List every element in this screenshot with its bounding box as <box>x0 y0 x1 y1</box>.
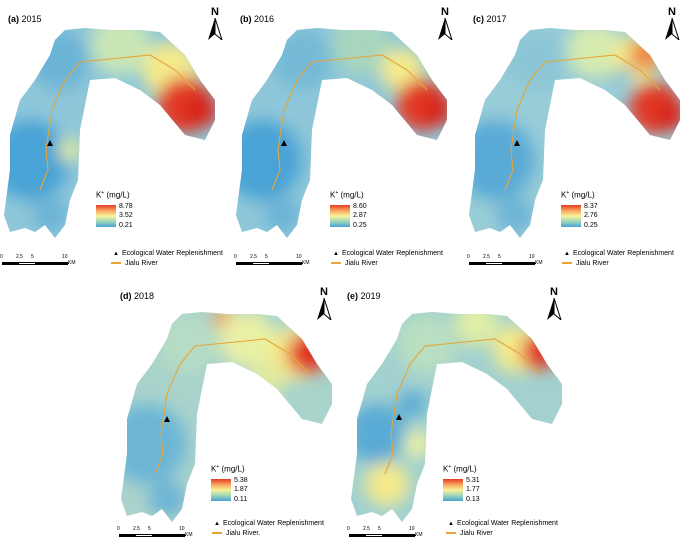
panel-title: (e) 2019 <box>347 291 381 301</box>
k-concentration-map <box>121 312 332 522</box>
legend: K+ (mg/L) 5.38 1.87 0.11 <box>211 464 248 503</box>
replenishment-marker-icon <box>281 140 287 146</box>
panel-title: (a) 2015 <box>8 14 42 24</box>
triangle-icon: ▲ <box>333 251 339 257</box>
river-line-icon <box>111 262 121 264</box>
legend: K+ (mg/L) 8.37 2.76 0.25 <box>561 190 598 229</box>
map-key: ▲ Ecological Water Replenishment Jialu Ri… <box>330 250 460 272</box>
panel-title: (c) 2017 <box>473 14 507 24</box>
north-arrow-icon: N <box>661 6 683 42</box>
scale-bar: 0 2.5 5 10 KM <box>234 254 310 266</box>
north-arrow-icon: N <box>543 286 565 322</box>
replenishment-marker-icon <box>47 140 53 146</box>
map-panel-2015: (a) 2015 N K+ (mg/L) 8.78 3.52 0.21 <box>0 0 228 267</box>
map-key: ▲ Ecological Water Replenishment Jialu Ri… <box>561 250 685 272</box>
scale-bar: 0 2.5 5 10 KM <box>117 526 193 538</box>
river-line-icon <box>446 532 456 534</box>
north-arrow-icon: N <box>434 6 456 42</box>
river-line-icon <box>331 262 341 264</box>
k-concentration-map <box>4 28 215 238</box>
legend: K+ (mg/L) 5.31 1.77 0.13 <box>443 464 480 503</box>
color-ramp <box>561 205 581 227</box>
color-ramp <box>211 479 231 501</box>
panel-title: (d) 2018 <box>120 291 155 301</box>
triangle-icon: ▲ <box>214 521 220 527</box>
river-line-icon <box>212 532 222 534</box>
color-ramp <box>96 205 116 227</box>
map-panel-2019: (e) 2019 N K+ (mg/L) 5.31 1.77 0. <box>345 276 573 538</box>
river-line-icon <box>562 262 572 264</box>
triangle-icon: ▲ <box>113 251 119 257</box>
jialu-river-line <box>39 54 196 191</box>
jialu-river-line <box>504 54 661 191</box>
map-panel-2016: (b) 2016 N K+ (mg/L) 8.60 2.87 0.25 0 2.5… <box>232 0 460 267</box>
map-panel-2018: (d) 2018 N K+ (mg/L) 5.38 1.87 0. <box>115 276 343 538</box>
triangle-icon: ▲ <box>564 251 570 257</box>
north-arrow-icon: N <box>204 6 226 42</box>
k-concentration-map <box>469 28 680 238</box>
legend: K+ (mg/L) 8.78 3.52 0.21 <box>96 190 133 229</box>
map-panel-2017: (c) 2017 N K+ (mg/L) 8.37 2.76 0. <box>465 0 685 267</box>
jialu-river-line <box>154 338 311 475</box>
scale-bar: 0 2.5 5 10 KM <box>347 526 423 538</box>
color-ramp <box>443 479 463 501</box>
scale-bar: 0 2.5 5 10 KM <box>0 254 76 266</box>
replenishment-marker-icon <box>514 140 520 146</box>
color-ramp <box>330 205 350 227</box>
map-key: ▲ Ecological Water Replenishment Jialu Ri… <box>445 520 575 542</box>
map-key: ▲ Ecological Water Replenishment Jialu Ri… <box>110 250 240 272</box>
k-concentration-map <box>236 28 447 238</box>
triangle-icon: ▲ <box>448 521 454 527</box>
panel-title: (b) 2016 <box>240 14 275 24</box>
replenishment-marker-icon <box>396 414 402 420</box>
jialu-river-line <box>271 54 428 191</box>
replenishment-marker-icon <box>164 416 170 422</box>
jialu-river-line <box>384 338 541 475</box>
north-arrow-icon: N <box>313 286 335 322</box>
legend: K+ (mg/L) 8.60 2.87 0.25 <box>330 190 367 229</box>
map-key: ▲ Ecological Water Replenishment Jialu Ri… <box>211 520 341 542</box>
scale-bar: 0 2.5 5 10 KM <box>467 254 543 266</box>
